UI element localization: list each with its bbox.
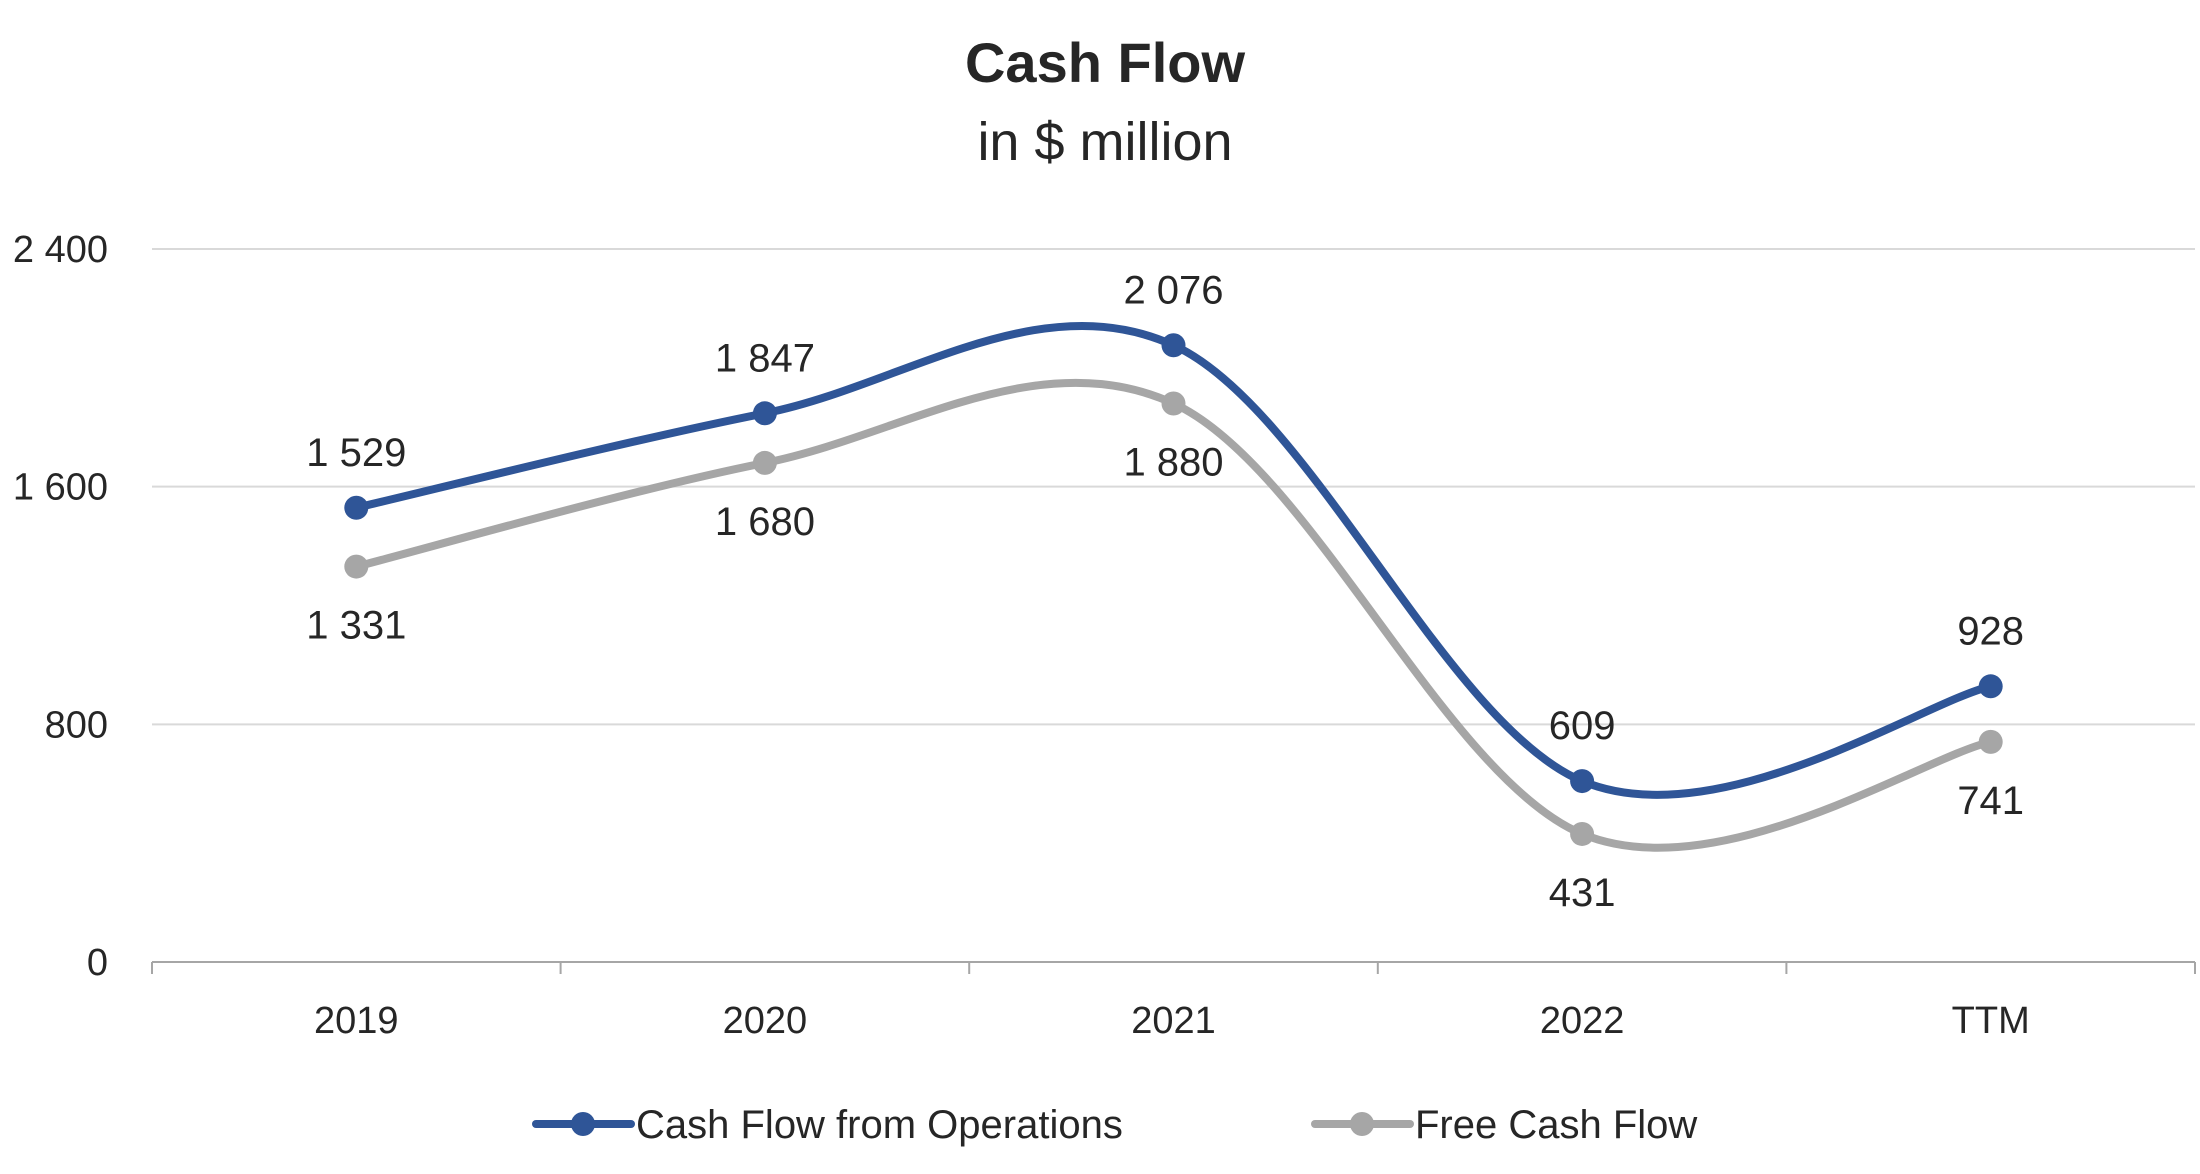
data-label: 2 076 bbox=[1123, 268, 1223, 312]
legend-swatch-marker bbox=[571, 1112, 595, 1136]
data-labels: 1 331 1 680 1 880 431 741 1 529 1 847 2 076 609 9… bbox=[306, 268, 2024, 915]
y-tick-label: 2 400 bbox=[13, 229, 108, 271]
data-label: 1 680 bbox=[715, 500, 815, 544]
legend-swatch-marker bbox=[1350, 1112, 1374, 1136]
x-tick-label: 2020 bbox=[723, 1000, 808, 1042]
x-tick-label: 2021 bbox=[1131, 1000, 1216, 1042]
x-tick-label: 2022 bbox=[1540, 1000, 1625, 1042]
gridlines bbox=[152, 248, 2195, 726]
data-point bbox=[1161, 333, 1186, 358]
data-label: 1 880 bbox=[1123, 440, 1223, 484]
series-line-1 bbox=[352, 378, 1995, 852]
legend: Cash Flow from Operations Free Cash Flow bbox=[532, 1103, 1697, 1147]
y-axis: 0 800 1 600 2 400 bbox=[13, 229, 108, 984]
data-point bbox=[1161, 391, 1186, 416]
data-point bbox=[752, 450, 777, 475]
series-group bbox=[344, 322, 2003, 852]
x-axis: 2019 2020 2021 2022 TTM bbox=[151, 961, 2196, 1042]
data-point bbox=[752, 401, 777, 426]
data-label: 1 529 bbox=[306, 431, 406, 475]
data-point bbox=[1570, 769, 1595, 794]
data-label: 609 bbox=[1549, 704, 1616, 748]
y-tick-label: 1 600 bbox=[13, 467, 108, 509]
chart-subtitle: in $ million bbox=[977, 112, 1232, 172]
y-tick-label: 0 bbox=[87, 942, 108, 984]
series-line-0 bbox=[352, 322, 1995, 799]
data-point bbox=[344, 495, 369, 520]
data-point bbox=[1570, 821, 1595, 846]
legend-label: Cash Flow from Operations bbox=[636, 1103, 1123, 1147]
data-label: 928 bbox=[1957, 609, 2024, 653]
data-point bbox=[1978, 729, 2003, 754]
x-tick-label: TTM bbox=[1952, 1000, 2030, 1042]
y-tick-label: 800 bbox=[45, 704, 108, 746]
x-tick-label: 2019 bbox=[314, 1000, 399, 1042]
data-label: 741 bbox=[1957, 779, 2024, 823]
data-label: 1 331 bbox=[306, 604, 406, 648]
data-point bbox=[344, 554, 369, 579]
data-label: 431 bbox=[1549, 871, 1616, 915]
chart-title: Cash Flow bbox=[965, 31, 1245, 94]
legend-label: Free Cash Flow bbox=[1415, 1103, 1697, 1147]
data-point bbox=[1978, 674, 2003, 699]
data-label: 1 847 bbox=[715, 336, 815, 380]
